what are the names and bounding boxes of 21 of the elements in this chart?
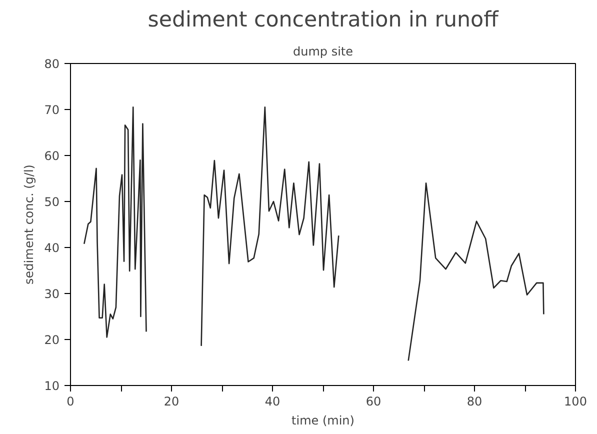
x-tick-label: 100 [564, 394, 587, 408]
y-tick-label: 20 [44, 333, 60, 347]
y-tick-label: 60 [44, 149, 60, 163]
x-tick-label: 80 [466, 394, 482, 408]
chart-subtitle: dump site [292, 44, 354, 58]
line-series [408, 182, 544, 362]
y-tick-label: 10 [44, 379, 60, 393]
y-tick-label: 70 [44, 103, 60, 117]
x-axis-title: time (min) [292, 414, 354, 428]
y-tick-label: 80 [44, 57, 60, 71]
x-tick-label: 60 [366, 394, 382, 408]
y-axis-title: sediment conc. (g/l) [22, 164, 36, 284]
line-series [200, 106, 340, 347]
y-tick-label: 50 [44, 195, 60, 209]
chart-title: sediment concentration in runoff [148, 8, 500, 32]
line-series [83, 106, 147, 338]
x-tick-label: 40 [264, 394, 280, 408]
y-tick-label: 40 [44, 241, 60, 255]
x-tick-label: 0 [66, 394, 74, 408]
y-tick-label: 30 [44, 287, 60, 301]
x-tick-label: 20 [164, 394, 180, 408]
